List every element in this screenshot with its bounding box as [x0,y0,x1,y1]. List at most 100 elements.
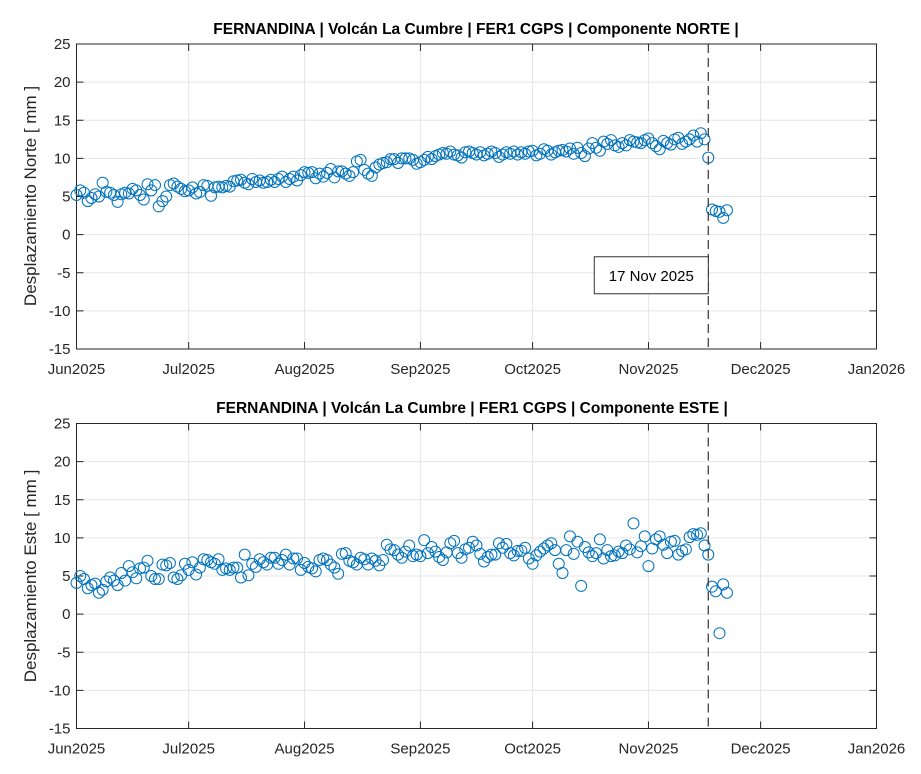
data-point [220,179,233,192]
data-point [362,167,375,180]
data-point [365,169,378,182]
data-point [208,557,221,570]
data-point [324,558,337,571]
y-tick-label: -15 [49,721,71,738]
x-tick-label: Jul2025 [162,361,215,378]
data-point [444,145,457,158]
data-point [182,563,195,576]
data-point [507,549,520,562]
data-point [190,568,203,581]
y-tick-label: 5 [62,568,70,585]
y-tick-label: 0 [62,227,70,244]
data-point [578,150,591,163]
data-point [522,145,535,158]
x-tick-label: Jan2026 [848,741,906,758]
data-point [642,132,655,145]
data-point [324,163,337,176]
data-point [156,195,169,208]
data-point [149,179,162,192]
data-point [496,148,509,161]
data-point [683,531,696,544]
data-point [96,583,109,596]
data-point [111,579,124,592]
data-point [141,178,154,191]
data-point [597,552,610,565]
data-point [313,167,326,180]
data-point [347,556,360,569]
data-point [418,153,431,166]
data-point [246,172,259,185]
data-point [335,547,348,560]
data-point [70,576,83,589]
data-point [309,565,322,578]
data-point [111,195,124,208]
data-point [713,205,726,218]
data-point [530,549,543,562]
data-point [85,192,98,205]
data-point [264,551,277,564]
data-point [694,527,707,540]
data-point [141,554,154,567]
x-tick-label: Dec2025 [731,741,791,758]
data-point [119,186,132,199]
x-tick-label: Oct2025 [504,361,561,378]
data-point [287,170,300,183]
data-point [612,140,625,153]
data-point [556,566,569,579]
data-point [620,539,633,552]
y-tick-label: -15 [49,341,71,358]
data-point [104,571,117,584]
data-point [481,147,494,160]
data-point [332,165,345,178]
data-point [575,147,588,160]
data-point [137,561,150,574]
data-point [720,204,733,217]
x-tick-label: Jan2026 [848,361,906,378]
data-point [149,573,162,586]
data-point [399,545,412,558]
data-point [481,550,494,563]
data-point [107,188,120,201]
data-point [212,553,225,566]
y-tick-label: 10 [54,150,71,167]
data-point [590,141,603,154]
data-point [92,586,105,599]
data-point [414,550,427,563]
data-point [249,560,262,573]
data-point [515,544,528,557]
data-point [646,137,659,150]
data-point [421,150,434,163]
data-point [541,539,554,552]
data-point [227,561,240,574]
data-point [231,174,244,187]
data-point [425,541,438,554]
data-point [679,543,692,556]
data-point [261,176,274,189]
axes-box [76,423,877,729]
data-point [459,146,472,159]
data-point [134,562,147,575]
data-point [694,127,707,140]
data-point [593,533,606,546]
y-axis-label: Desplazamiento Este [ mm ] [21,470,40,683]
data-point [676,137,689,150]
data-point [298,166,311,179]
annotation-box [593,256,709,295]
x-tick-label: Jul2025 [162,741,215,758]
data-point [683,133,696,146]
data-point [122,560,135,573]
data-point [451,149,464,162]
data-point [485,548,498,561]
data-point [534,545,547,558]
x-tick-label: Nov2025 [618,741,678,758]
data-point [687,129,700,142]
data-point [134,188,147,201]
data-point [358,163,371,176]
data-point [448,148,461,161]
data-point [81,582,94,595]
data-point [193,185,206,198]
data-point [687,528,700,541]
data-point [627,517,640,530]
data-point [448,534,461,547]
data-point [504,547,517,560]
